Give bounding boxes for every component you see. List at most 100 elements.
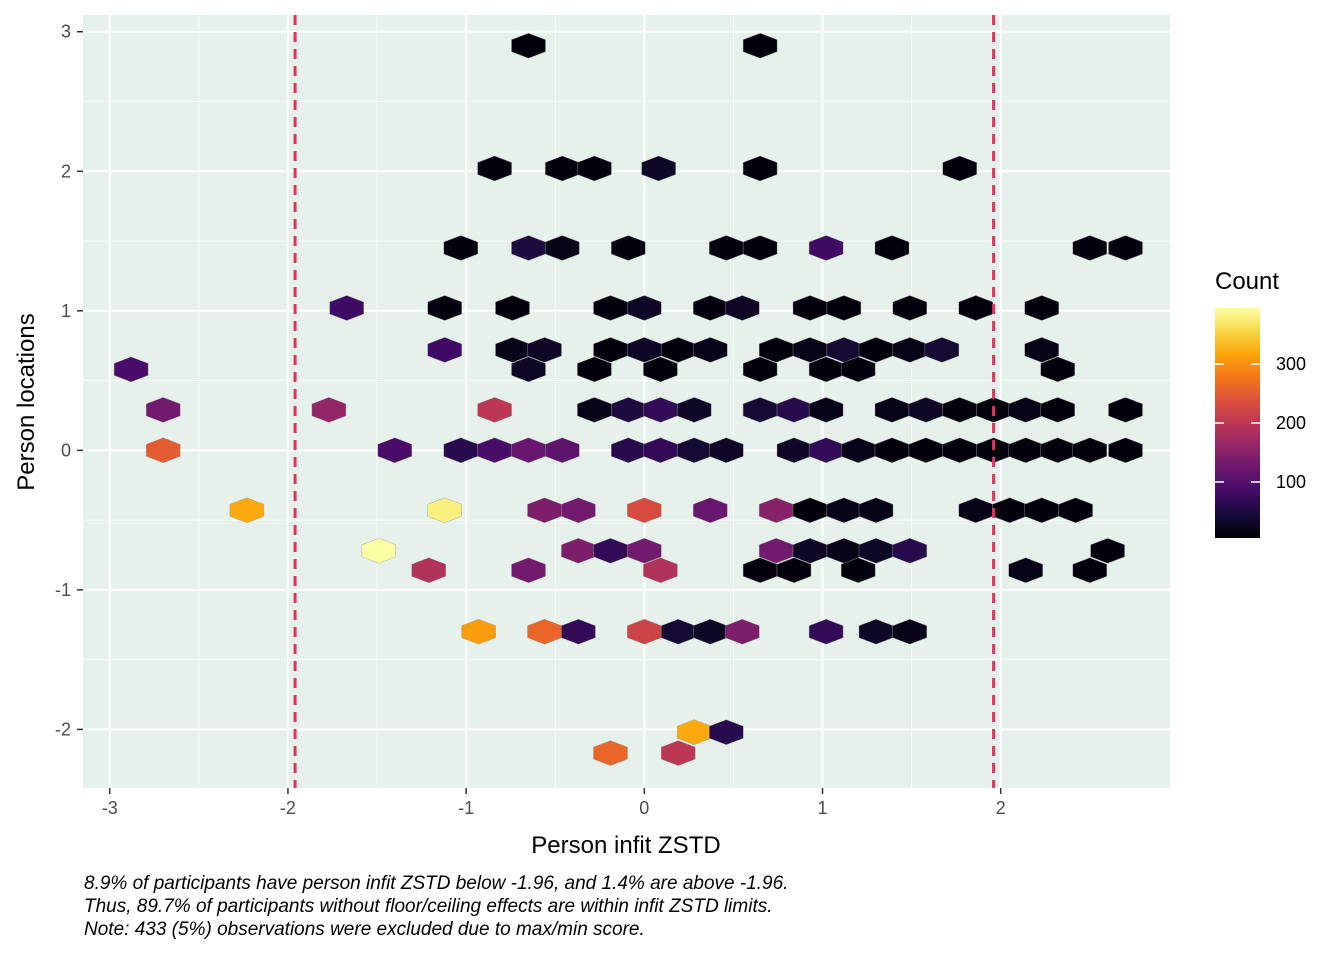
legend-tick-label: 200 (1276, 413, 1306, 433)
hexbin-cell (742, 32, 778, 59)
legend-tick-label: 100 (1276, 472, 1306, 492)
hexbin-cell (709, 437, 744, 464)
hexbin-cell (693, 497, 728, 524)
hexbin-cell (808, 235, 844, 261)
hexbin-cell (693, 337, 728, 363)
hexbin-cell (427, 337, 462, 363)
hexbin-cell (329, 295, 364, 321)
hexbin-cell (742, 155, 778, 182)
legend-tick-label: 300 (1276, 354, 1306, 374)
hexbin-cell (1072, 235, 1108, 261)
hexbin-cell (1024, 337, 1059, 363)
x-tick-label: 0 (639, 798, 649, 818)
hexbin-cell (643, 356, 678, 383)
hexbin-cell (858, 497, 894, 524)
y-tick-label: 3 (61, 22, 71, 42)
hexbin-cell (1040, 397, 1075, 423)
hexbin-cell (942, 155, 977, 182)
hexbin-cell (477, 397, 512, 423)
hexbin-cell (892, 538, 927, 564)
hexbin-cell (677, 397, 712, 423)
hexbin-cell (1090, 538, 1125, 564)
x-tick-label: -1 (458, 798, 474, 818)
hexbin-cell (958, 295, 993, 321)
caption-line: 8.9% of participants have person infit Z… (84, 873, 789, 894)
hexbin-cell (593, 740, 628, 766)
hexbin-cell (1108, 235, 1143, 261)
x-tick-label: -3 (102, 798, 118, 818)
hexbin-cell (495, 295, 530, 321)
hexbin-cell (1072, 437, 1108, 464)
hexbin-cell (874, 235, 910, 261)
hexbin-cell (725, 295, 760, 321)
hexbin-cell (577, 155, 612, 182)
hexbin-cell (1040, 356, 1075, 383)
hexbin-cell (145, 437, 181, 464)
hexbin-cell (561, 618, 596, 645)
hexbin-cell (841, 557, 876, 584)
hexbin-cell (361, 538, 396, 564)
axes: -3 -2 -1 0 1 2 -2 -1 0 1 2 3 (55, 22, 1006, 818)
x-tick-label: 2 (996, 798, 1006, 818)
hexbin-cell (643, 557, 678, 584)
hexbin-cells (113, 32, 1143, 766)
hexbin-cell (527, 337, 562, 363)
hexbin-cell (1024, 295, 1059, 321)
hexbin-cell (742, 356, 778, 383)
y-tick-label: 0 (61, 440, 71, 460)
hexbin-cell (477, 155, 512, 182)
hexbin-cell (841, 356, 876, 383)
caption-line: Thus, 89.7% of participants without floo… (84, 896, 773, 917)
hexbin-cell (808, 618, 844, 645)
hexbin-cell (461, 618, 496, 645)
hexbin-cell (709, 719, 744, 745)
caption: 8.9% of participants have person infit Z… (84, 872, 788, 941)
hexbin-cell (113, 356, 149, 383)
hexbin-cell (776, 557, 812, 584)
x-tick-label: 1 (818, 798, 828, 818)
hexbin-cell (145, 397, 181, 423)
hexbin-cell (561, 497, 596, 524)
hexbin-cell (1108, 397, 1143, 423)
hexbin-cell (545, 437, 580, 464)
legend-ticks: 100 200 300 (1215, 354, 1306, 492)
hexbin-cell (229, 497, 265, 524)
hexbin-cell (427, 295, 462, 321)
y-axis-title: Person locations (13, 313, 40, 490)
x-tick-label: -2 (280, 798, 296, 818)
hexbin-cell (1072, 557, 1108, 584)
hexbin-cell (511, 356, 546, 383)
hexbin-cell (1108, 437, 1143, 464)
hexbin-cell (377, 437, 412, 464)
hexbin-cell (1008, 557, 1043, 584)
hexbin-cell (808, 397, 844, 423)
y-tick-label: -1 (55, 580, 71, 600)
hexbin-cell (443, 235, 478, 261)
hexbin-cell (511, 32, 546, 59)
y-tick-label: 2 (61, 161, 71, 181)
x-axis-title: Person infit ZSTD (531, 832, 720, 859)
reference-lines (293, 15, 996, 788)
hexbin-cell (826, 295, 862, 321)
hexbin-cell (1058, 497, 1093, 524)
hexbin-cell (661, 740, 696, 766)
hexbin-cell (924, 337, 960, 363)
legend-title: Count (1215, 268, 1279, 295)
hexbin-cell (511, 557, 546, 584)
hexbin-cell (892, 618, 927, 645)
hexbin-cell (892, 295, 927, 321)
hexbin-cell (411, 557, 446, 584)
y-tick-label: -2 (55, 719, 71, 739)
hexbin-cell (577, 356, 612, 383)
hexbin-cell (627, 538, 662, 564)
hexbin-cell (545, 235, 580, 261)
hexbin-cell (311, 397, 347, 423)
hexbin-cell (611, 235, 646, 261)
hexbin-cell (427, 497, 462, 524)
grid-minor (83, 15, 1170, 788)
hexbin-cell (627, 497, 662, 524)
legend: Count 100 200 300 (1215, 268, 1306, 538)
hexbin-cell (641, 155, 676, 182)
hexbin-cell (725, 618, 760, 645)
